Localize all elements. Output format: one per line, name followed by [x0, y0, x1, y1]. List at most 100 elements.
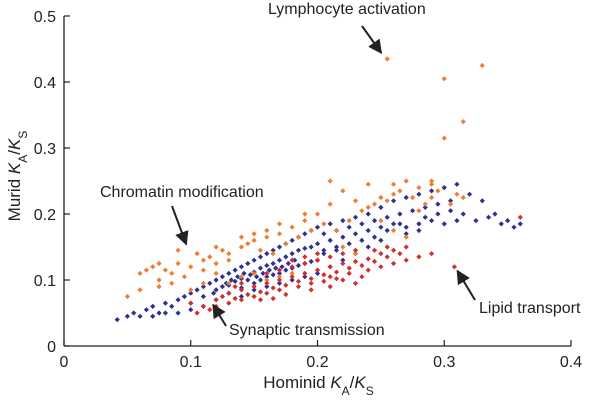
data-point-red — [371, 247, 378, 253]
data-point-red — [359, 274, 365, 280]
data-point-orange — [365, 181, 371, 187]
data-point-orange — [340, 188, 346, 194]
data-point-blue — [505, 218, 511, 224]
data-point-blue — [289, 251, 295, 257]
data-point-blue — [276, 244, 283, 250]
data-point-blue — [340, 234, 346, 240]
data-point-red — [365, 256, 371, 262]
data-point-orange — [200, 280, 207, 286]
annotation-chromatin-modification: Chromatin modification — [100, 184, 264, 201]
data-point-red — [289, 264, 295, 270]
x-axis-title-sub-a: A — [342, 384, 350, 398]
data-point-orange — [257, 247, 264, 253]
data-point-blue — [378, 237, 384, 243]
data-point-blue — [247, 272, 253, 278]
data-point-blue — [397, 221, 403, 227]
data-point-blue — [371, 218, 378, 224]
data-point-blue — [289, 237, 295, 243]
data-point-orange — [454, 191, 460, 197]
data-point-red — [295, 284, 302, 290]
x-axis-title: Hominid KA/KS — [263, 373, 374, 398]
y-axis-title-sub-a: A — [16, 155, 30, 163]
data-point-blue — [232, 267, 238, 273]
data-point-blue — [314, 224, 321, 230]
data-point-blue — [447, 208, 454, 214]
x-ticks: 0 0.1 0.2 0.3 0.4 — [60, 340, 582, 371]
data-point-red — [264, 290, 270, 296]
data-point-orange — [156, 277, 162, 283]
data-point-blue — [333, 244, 340, 250]
data-point-blue — [435, 211, 441, 217]
data-point-blue — [467, 191, 473, 197]
data-point-blue — [390, 221, 397, 227]
x-axis-title-k2: K — [354, 373, 366, 392]
data-point-orange — [213, 244, 219, 250]
data-point-orange — [302, 211, 308, 217]
data-point-blue — [308, 258, 314, 265]
data-point-orange — [181, 274, 188, 280]
data-point-blue — [232, 278, 238, 284]
data-point-orange — [422, 201, 428, 207]
data-point-orange — [352, 198, 359, 204]
data-point-blue — [257, 254, 264, 260]
arrow-chromatin-modification — [171, 205, 189, 246]
data-point-red — [289, 274, 295, 280]
data-point-orange — [283, 241, 289, 247]
data-point-blue — [238, 293, 245, 300]
data-point-blue — [352, 214, 359, 220]
data-point-orange — [226, 280, 232, 286]
data-point-blue — [257, 277, 264, 283]
data-point-blue — [264, 251, 270, 257]
data-point-blue — [365, 227, 371, 234]
data-point-red — [308, 287, 314, 293]
data-point-blue — [359, 237, 365, 243]
data-point-red — [232, 284, 238, 290]
data-point-blue — [254, 274, 260, 280]
data-point-red — [257, 289, 264, 295]
data-point-red — [276, 267, 283, 273]
data-point-orange — [213, 270, 219, 276]
data-point-red — [327, 284, 333, 290]
data-point-red — [352, 247, 359, 253]
data-point-orange — [295, 234, 302, 240]
data-point-orange — [169, 270, 175, 276]
data-point-blue — [114, 317, 120, 323]
data-point-blue — [441, 185, 447, 191]
data-point-blue — [251, 257, 257, 263]
y-axis-title-slash: / — [5, 150, 24, 155]
data-point-orange — [378, 218, 384, 224]
data-point-blue — [454, 181, 460, 187]
data-point-red — [327, 254, 333, 260]
data-point-orange — [359, 208, 365, 214]
data-point-orange — [435, 188, 441, 194]
data-point-blue — [302, 231, 308, 237]
data-point-orange — [302, 218, 308, 224]
data-point-orange — [416, 185, 422, 191]
data-point-red — [327, 274, 333, 280]
data-point-blue — [156, 310, 162, 316]
data-point-orange — [447, 201, 454, 207]
data-point-blue — [460, 211, 466, 217]
data-point-orange — [289, 270, 295, 276]
data-point-blue — [124, 313, 130, 319]
data-point-red — [321, 272, 327, 278]
data-point-blue — [517, 221, 523, 227]
data-point-blue — [235, 274, 241, 280]
data-point-blue — [251, 280, 257, 286]
data-point-blue — [285, 260, 291, 267]
data-point-blue — [175, 297, 181, 303]
data-point-orange — [143, 267, 149, 273]
x-tick-label: 0.3 — [433, 354, 455, 371]
data-point-red — [384, 254, 390, 260]
data-point-red — [378, 251, 384, 257]
data-point-orange — [207, 254, 213, 260]
data-point-red — [333, 269, 340, 275]
y-tick-label: 0.4 — [34, 75, 56, 92]
data-point-red — [359, 262, 365, 269]
data-point-blue — [314, 270, 321, 276]
data-point-blue — [295, 247, 302, 253]
data-point-blue — [365, 244, 371, 250]
data-point-orange — [238, 244, 245, 250]
data-point-red — [378, 264, 384, 270]
data-point-orange — [270, 251, 276, 257]
